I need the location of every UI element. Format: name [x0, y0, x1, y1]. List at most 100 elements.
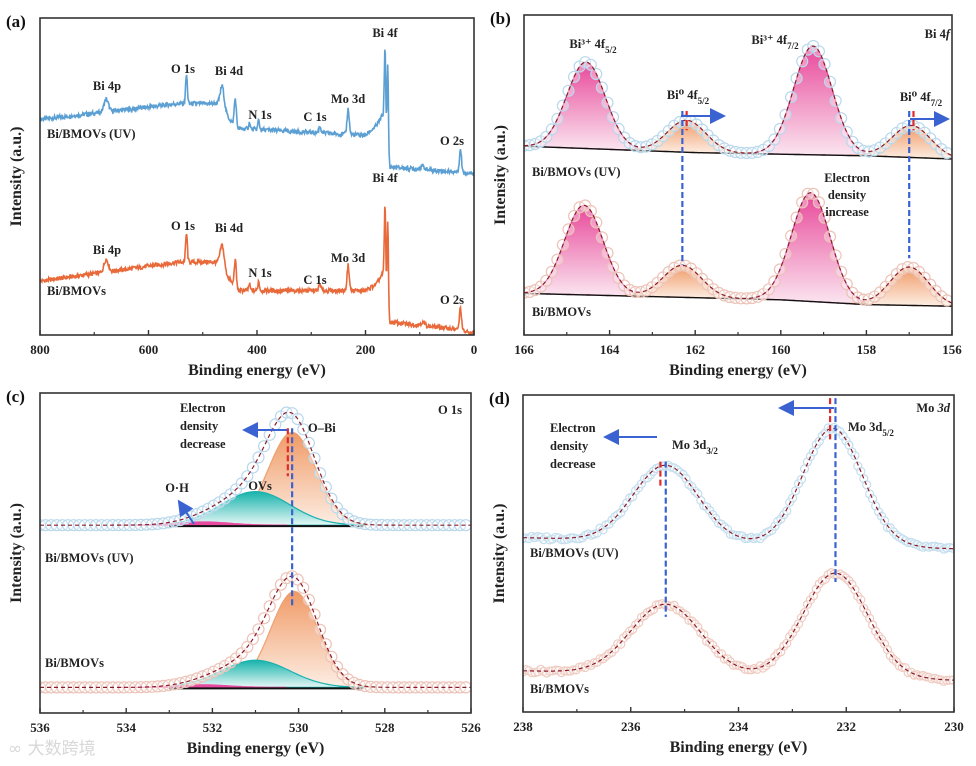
- component-label-subscript: 5/2: [698, 96, 710, 106]
- x-tick-label: 160: [771, 342, 791, 357]
- data-point-marker: [258, 440, 271, 453]
- x-tick-label: 232: [837, 719, 857, 734]
- fit-envelope-line: [524, 192, 952, 304]
- x-axis-title: Binding energy (eV): [669, 362, 807, 379]
- x-tick-label: 400: [247, 342, 267, 357]
- background-line: [524, 145, 952, 160]
- data-point-marker: [940, 146, 952, 160]
- electron-density-annotation: density: [550, 439, 589, 453]
- data-point-marker: [269, 588, 282, 601]
- panel-c: 536 534 532 530 528 526 Binding energy (eV) Int…: [6, 387, 481, 757]
- x-axis-title: Binding energy (eV): [670, 739, 808, 756]
- data-point-marker: [850, 451, 860, 461]
- data-point-marker: [297, 581, 310, 594]
- component-label-subscript: 5/2: [605, 45, 617, 55]
- electron-density-annotation: density: [828, 188, 867, 202]
- x-tick-label: 158: [857, 342, 877, 357]
- data-point-marker: [314, 467, 327, 480]
- data-point-marker: [325, 492, 338, 505]
- peak-label-pristine: C 1s: [303, 273, 326, 287]
- data-point-marker: [616, 507, 626, 518]
- panel-label: (c): [6, 387, 25, 406]
- data-point-marker: [252, 451, 265, 464]
- x-tick-label: 162: [685, 342, 705, 357]
- plot-area: [40, 406, 471, 694]
- component-label-mo-3d52-subscript: 5/2: [882, 428, 894, 438]
- data-point-marker: [716, 649, 727, 659]
- data-point-marker: [601, 246, 614, 260]
- x-tick-label: 164: [600, 342, 620, 357]
- component-label-mo-3d32-main: Mo 3d: [672, 438, 706, 452]
- series-label-pristine: Bi/BMOVs: [45, 656, 104, 670]
- x-tick-label: 166: [514, 342, 534, 357]
- data-point-marker: [258, 612, 271, 625]
- fit-envelope-line: [523, 572, 954, 681]
- data-point-marker: [834, 265, 848, 278]
- series-label-pristine: Bi/BMOVs: [532, 305, 591, 319]
- data-point-marker: [263, 600, 276, 613]
- series-pristine: [40, 570, 471, 694]
- plot-area: [40, 49, 474, 335]
- data-point-marker: [308, 608, 321, 621]
- series-uv: [40, 49, 474, 177]
- data-point-marker: [829, 94, 842, 107]
- x-tick-label: 238: [513, 719, 533, 734]
- data-point-marker: [779, 247, 792, 261]
- panel-d: 238 236 234 232 230 Binding energy (eV) Intens…: [489, 389, 964, 756]
- electron-density-annotation: decrease: [180, 437, 226, 451]
- data-point-marker: [613, 639, 623, 649]
- region-label-italic: f: [946, 27, 952, 41]
- peak-label-uv: Mo 3d: [331, 92, 365, 106]
- data-point-marker: [840, 125, 853, 139]
- component-label-main: Bi⁰ 4f: [900, 90, 932, 104]
- data-point-marker: [545, 123, 558, 136]
- data-point-marker: [710, 513, 721, 523]
- region-label-main: Bi 4: [925, 27, 947, 41]
- electron-density-annotation: Electron: [180, 401, 226, 415]
- x-tick-label: 156: [942, 342, 962, 357]
- region-label-main: Mo: [916, 401, 937, 415]
- component-label-subscript: 7/2: [787, 41, 799, 51]
- x-tick-label: 532: [203, 720, 223, 735]
- data-point-marker: [856, 595, 866, 605]
- data-point-marker: [302, 593, 315, 607]
- series-label-pristine: Bi/BMOVs: [47, 284, 106, 298]
- peak-label-uv: C 1s: [303, 110, 326, 124]
- x-tick-label: 534: [116, 720, 136, 735]
- region-label: O 1s: [438, 403, 462, 417]
- fit-envelope-line: [523, 427, 954, 550]
- peak-label-pristine: Mo 3d: [331, 251, 365, 265]
- component-label: Bi³⁺ 4f5/2: [569, 37, 617, 55]
- panel-label: (d): [489, 389, 510, 408]
- plot-area: [523, 422, 954, 687]
- data-point-marker: [556, 99, 570, 112]
- panel-label: (b): [490, 9, 511, 28]
- component-label-mo-3d52-main: Mo 3d: [848, 420, 882, 434]
- electron-density-annotation: Electron: [550, 421, 596, 435]
- y-axis-title: Intensity (a.u.): [8, 126, 25, 226]
- component-label-mo-3d52: Mo 3d5/2: [848, 420, 894, 438]
- component-label-main: Bi⁰ 4f: [667, 88, 699, 102]
- component-label-main: Bi³⁺ 4f: [569, 37, 606, 51]
- peak-label-pristine: N 1s: [248, 266, 271, 280]
- component-label: Bi⁰ 4f5/2: [667, 88, 710, 106]
- electron-density-annotation: Electron: [824, 171, 870, 185]
- peak-label-uv: Bi 4f: [372, 26, 398, 40]
- survey-spectrum-line: [40, 206, 474, 335]
- peak-label-uv: O 1s: [171, 62, 195, 76]
- data-point-marker: [818, 211, 831, 224]
- y-axis-title: Intensity (a.u.): [8, 503, 25, 603]
- x-tick-label: 230: [944, 719, 964, 734]
- panel-a: 800 600 400 200 0 Binding energy (eV) Intensit…: [6, 12, 477, 379]
- component-label-subscript: 7/2: [931, 98, 943, 108]
- x-axis-title: Binding energy (eV): [188, 362, 326, 379]
- data-point-marker: [868, 144, 881, 157]
- data-point-marker: [308, 452, 321, 465]
- peak-label-uv: Bi 4d: [215, 64, 243, 78]
- x-tick-label: 600: [139, 342, 159, 357]
- series-uv: [523, 422, 954, 554]
- x-tick-label: 526: [461, 720, 481, 735]
- peak-label-uv: Bi 4p: [93, 79, 121, 93]
- o-h-pointer-arrow: [177, 499, 195, 525]
